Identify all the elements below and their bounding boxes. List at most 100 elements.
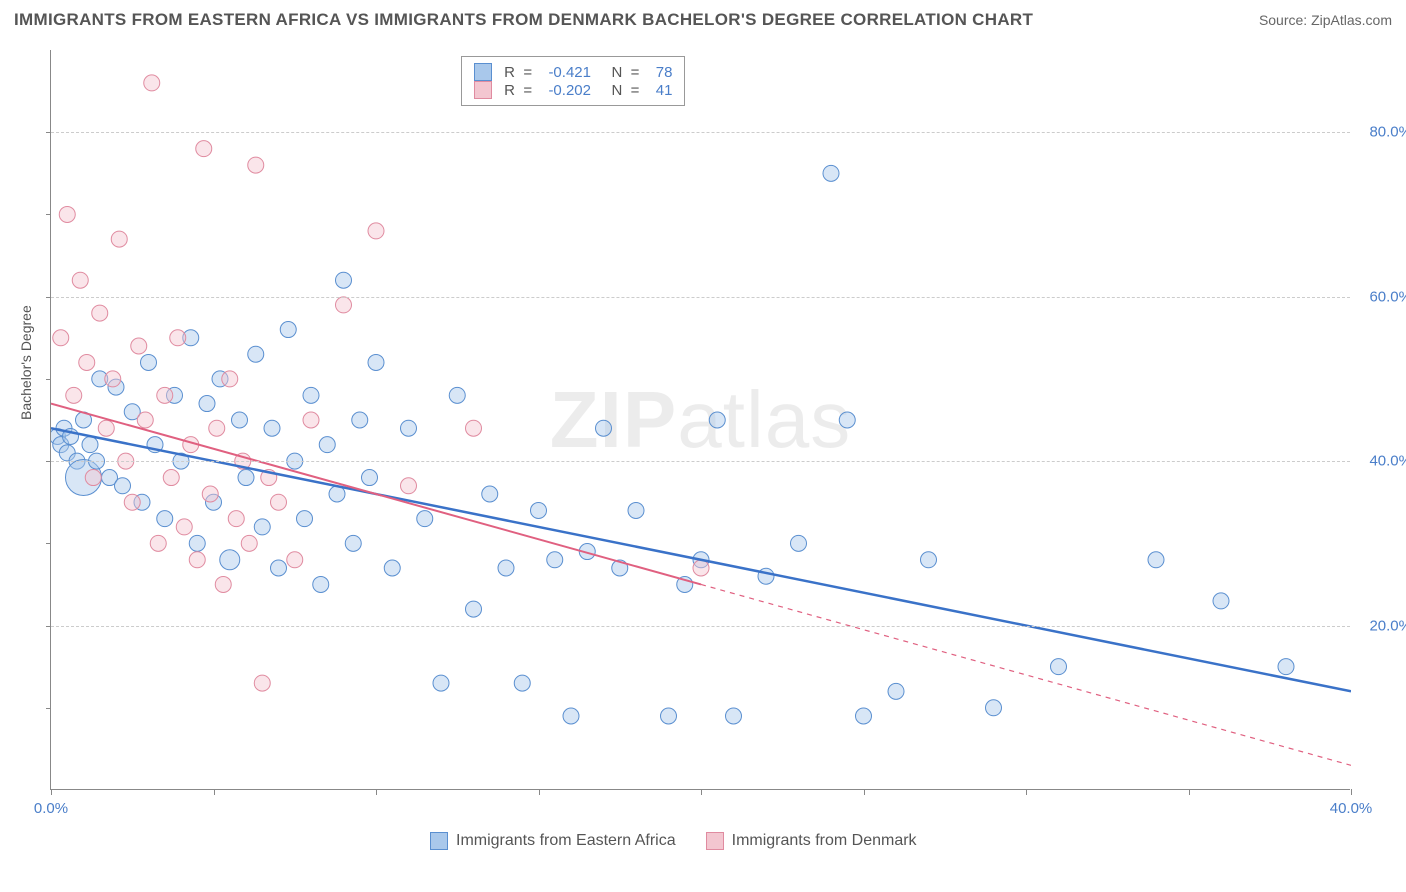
data-point (209, 420, 225, 436)
x-tick (1026, 789, 1027, 795)
y-tick (46, 132, 51, 133)
data-point (228, 511, 244, 527)
data-point (53, 330, 69, 346)
data-point (303, 387, 319, 403)
n-value: 41 (656, 82, 673, 99)
stats-legend: R = -0.421 N = 78 R = -0.202 N = 41 (461, 56, 685, 106)
data-point (401, 478, 417, 494)
data-point (215, 576, 231, 592)
data-point (248, 157, 264, 173)
x-tick-label: 40.0% (1330, 800, 1373, 817)
plot-area: ZIPatlas R = -0.421 N = 78 R = -0.202 N … (50, 50, 1350, 790)
data-point (433, 675, 449, 691)
r-value: -0.202 (548, 82, 591, 99)
x-tick (864, 789, 865, 795)
x-tick (1189, 789, 1190, 795)
y-tick (46, 708, 51, 709)
data-point (336, 297, 352, 313)
data-point (199, 396, 215, 412)
data-point (241, 535, 257, 551)
data-point (336, 272, 352, 288)
data-point (222, 371, 238, 387)
data-point (1051, 659, 1067, 675)
data-point (709, 412, 725, 428)
y-tick (46, 379, 51, 380)
data-point (137, 412, 153, 428)
legend-swatch (474, 81, 492, 99)
data-point (921, 552, 937, 568)
stats-legend-row: R = -0.202 N = 41 (474, 81, 672, 99)
data-point (303, 412, 319, 428)
chart-title: IMMIGRANTS FROM EASTERN AFRICA VS IMMIGR… (14, 10, 1033, 30)
data-point (157, 511, 173, 527)
x-tick (701, 789, 702, 795)
data-point (823, 165, 839, 181)
data-point (839, 412, 855, 428)
data-point (150, 535, 166, 551)
data-point (345, 535, 361, 551)
y-tick (46, 543, 51, 544)
data-point (482, 486, 498, 502)
data-point (264, 420, 280, 436)
legend-swatch (706, 832, 724, 850)
data-point (401, 420, 417, 436)
data-point (726, 708, 742, 724)
n-label: N = (599, 64, 648, 81)
data-point (628, 502, 644, 518)
data-point (368, 354, 384, 370)
data-point (531, 502, 547, 518)
data-point (254, 519, 270, 535)
data-point (856, 708, 872, 724)
n-label: N = (599, 82, 648, 99)
data-point (297, 511, 313, 527)
data-point (1213, 593, 1229, 609)
data-point (232, 412, 248, 428)
y-axis-label: Bachelor's Degree (18, 305, 34, 420)
data-point (280, 322, 296, 338)
data-point (196, 141, 212, 157)
data-point (352, 412, 368, 428)
r-label: R = (500, 82, 540, 99)
data-point (596, 420, 612, 436)
data-point (466, 420, 482, 436)
data-point (1148, 552, 1164, 568)
data-point (79, 354, 95, 370)
data-point (498, 560, 514, 576)
gridline (51, 132, 1350, 133)
data-point (157, 387, 173, 403)
data-point (986, 700, 1002, 716)
gridline (51, 626, 1350, 627)
data-point (384, 560, 400, 576)
data-point (85, 470, 101, 486)
data-point (563, 708, 579, 724)
data-point (547, 552, 563, 568)
data-point (238, 470, 254, 486)
source-attribution: Source: ZipAtlas.com (1259, 12, 1392, 28)
legend-swatch (430, 832, 448, 850)
y-tick-label: 60.0% (1369, 288, 1406, 305)
series-legend-item: Immigrants from Eastern Africa (430, 832, 676, 850)
y-tick-label: 80.0% (1369, 124, 1406, 141)
data-point (111, 231, 127, 247)
data-point (105, 371, 121, 387)
correlation-chart: ZIPatlas R = -0.421 N = 78 R = -0.202 N … (50, 50, 1350, 820)
data-point (791, 535, 807, 551)
r-value: -0.421 (548, 64, 591, 81)
data-point (466, 601, 482, 617)
chart-svg-overlay (51, 50, 1351, 790)
data-point (163, 470, 179, 486)
y-tick-label: 40.0% (1369, 453, 1406, 470)
data-point (115, 478, 131, 494)
data-point (319, 437, 335, 453)
x-tick (1351, 789, 1352, 795)
data-point (176, 519, 192, 535)
data-point (313, 576, 329, 592)
data-point (693, 560, 709, 576)
data-point (141, 354, 157, 370)
n-value: 78 (656, 64, 673, 81)
data-point (82, 437, 98, 453)
y-tick (46, 297, 51, 298)
data-point (59, 206, 75, 222)
data-point (66, 387, 82, 403)
gridline (51, 461, 1350, 462)
